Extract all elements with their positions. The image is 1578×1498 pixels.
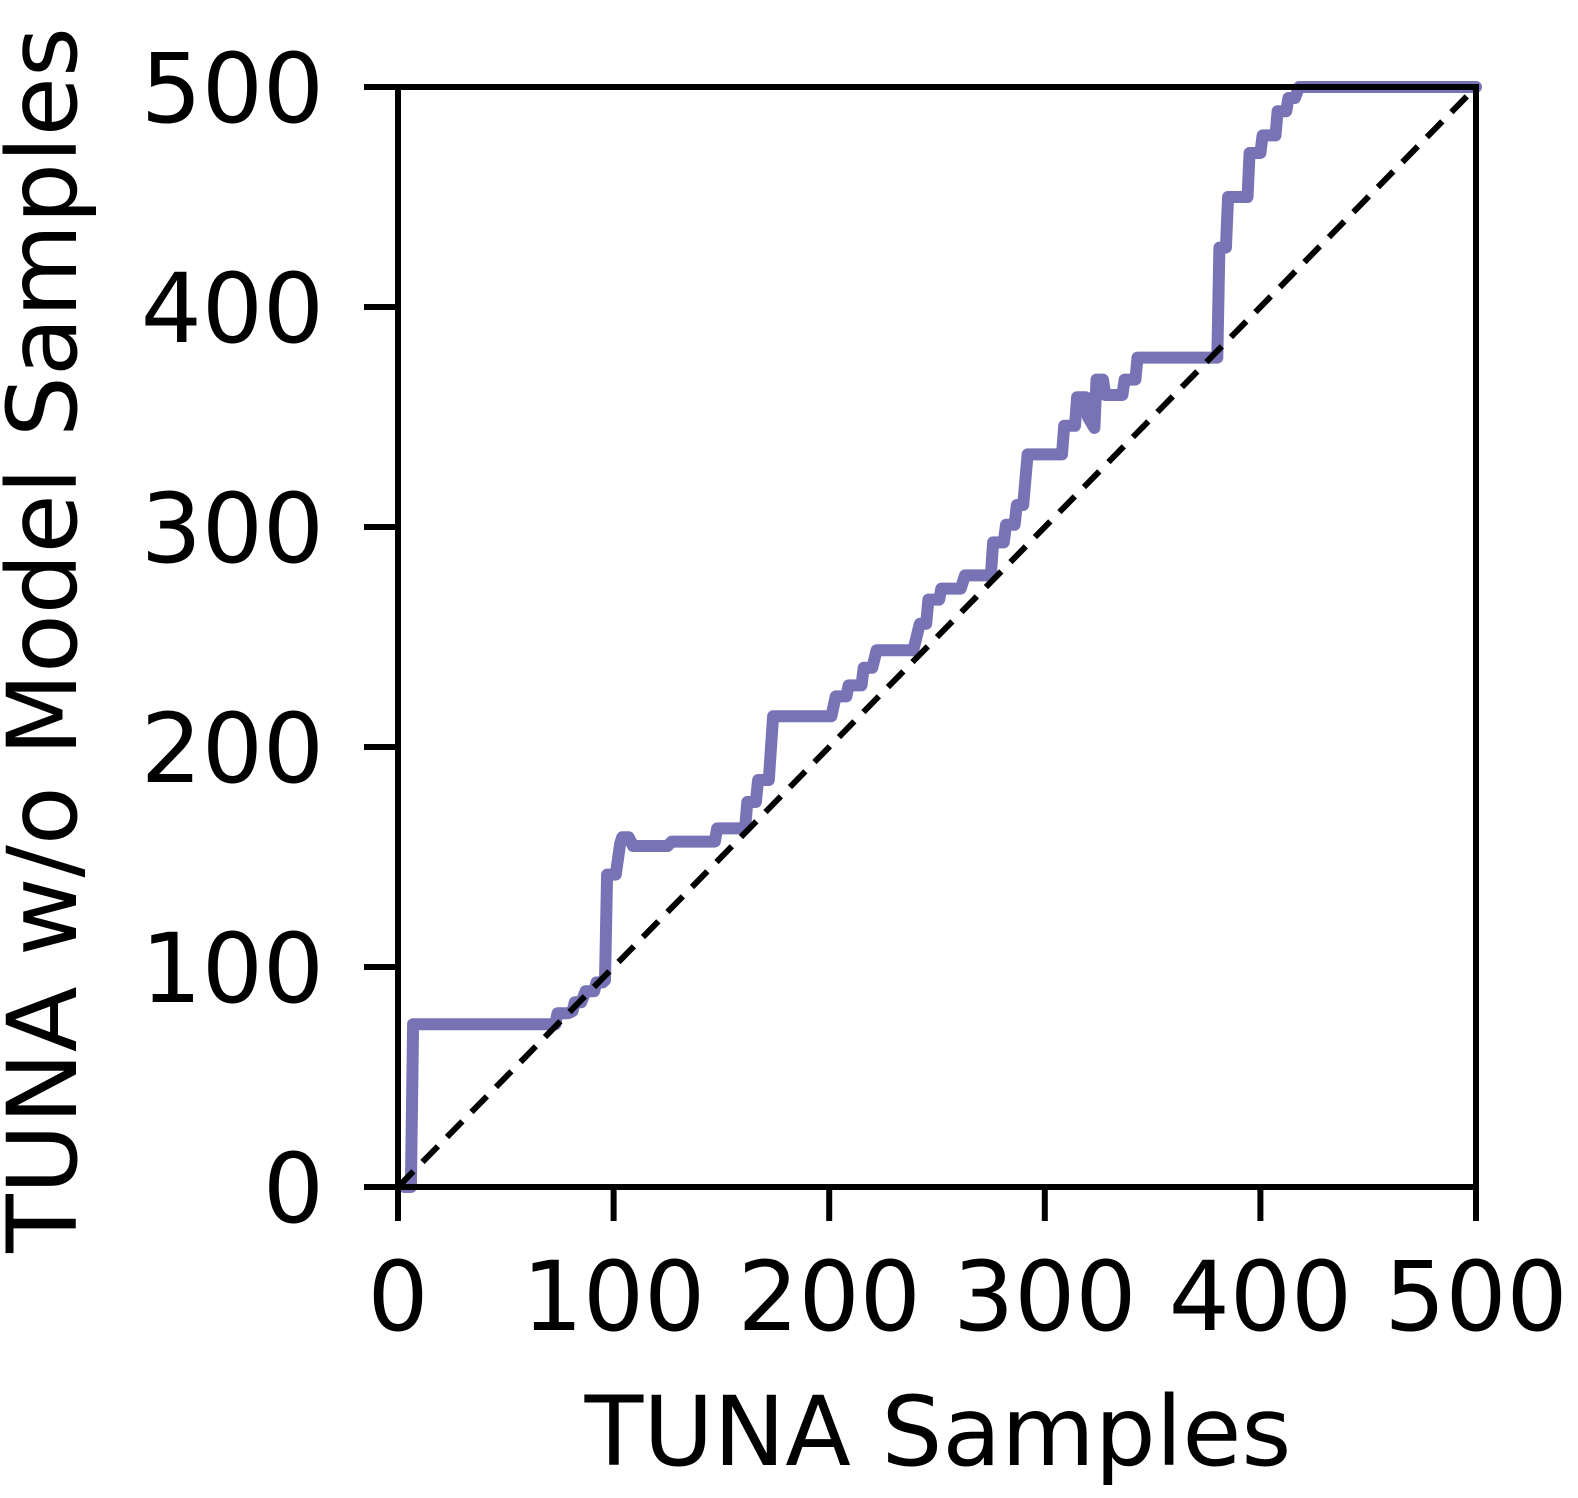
tick-labels: 0 100 200 300 400 500 0 100 200 300 400 500 [141, 33, 1568, 1353]
x-tick-label: 0 [367, 1241, 428, 1353]
x-tick-label: 400 [1169, 1241, 1352, 1353]
axes-spine [395, 84, 1479, 1190]
x-tick-label: 300 [953, 1241, 1136, 1353]
tick-marks [364, 84, 1479, 1221]
reference-diagonal-line [395, 84, 1479, 1190]
x-tick-label: 200 [738, 1241, 921, 1353]
x-tick-label: 500 [1384, 1241, 1567, 1353]
y-tick-label: 200 [141, 693, 324, 805]
y-tick-label: 100 [141, 913, 324, 1025]
x-tick-label: 100 [522, 1241, 705, 1353]
y-tick-label: 300 [141, 473, 324, 585]
axes-frame [395, 84, 1479, 1190]
y-axis-label: TUNA w/o Model Samples [0, 27, 99, 1254]
y-tick-label: 500 [141, 33, 324, 145]
x-axis-label: TUNA Samples [584, 1376, 1292, 1488]
y-tick-label: 0 [263, 1133, 324, 1245]
y-tick-label: 400 [141, 253, 324, 365]
plot-area [395, 81, 1482, 1193]
